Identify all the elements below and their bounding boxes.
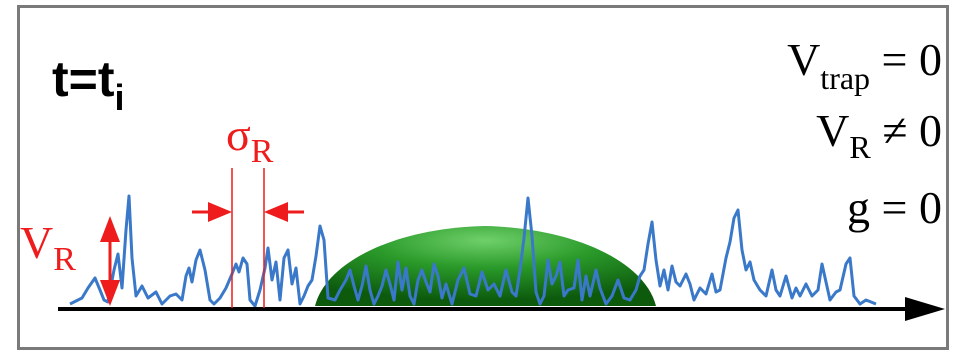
time-label: t=ti (52, 51, 125, 118)
amplitude-arrow (100, 216, 120, 306)
correlation-length-markers (192, 168, 304, 308)
interaction-equation: g = 0 (847, 182, 942, 233)
correlation-length-label: σR (226, 109, 274, 170)
trap-potential-equation: Vtrap = 0 (787, 34, 942, 96)
right-arrow-icon (905, 297, 945, 321)
random-potential-line (69, 194, 877, 308)
disorder-amplitude-equation: VR ≠ 0 (816, 105, 942, 165)
amplitude-label: VR (20, 217, 76, 278)
